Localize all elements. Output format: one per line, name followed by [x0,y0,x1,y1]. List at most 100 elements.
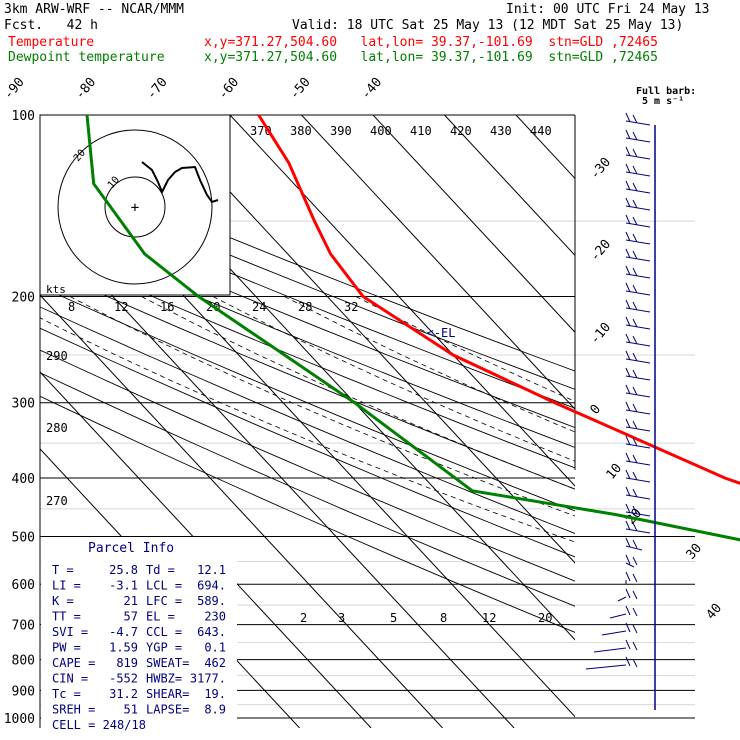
wind-barb-flag [625,452,631,463]
wind-barb-flag [632,420,638,430]
wind-barb-flag [632,369,638,379]
parcel-info-value: 819 [116,656,138,670]
wind-barb-flag [632,386,638,396]
model-title: 3km ARW-WRF -- NCAR/MMM [4,2,185,17]
parcel-info-key: SWEAT= [146,656,189,670]
wind-barb-flag [632,301,638,311]
dewpoint-line [85,114,740,542]
hodograph-scale-label: 28 [298,300,312,314]
parcel-info-value: 643. [197,625,226,639]
mixing-ratio-label: 12 [482,611,496,625]
parcel-info-value: 694. [197,579,226,593]
parcel-info-cell: CELL = 248/18 [52,718,146,732]
parcel-info-value: 25.8 [109,563,138,577]
parcel-info-value: 21 [124,594,138,608]
wind-barb-flag [632,471,638,481]
wind-barb-flag [632,505,638,515]
parcel-info-key: HWBZ= [146,672,182,686]
pressure-label: 400 [12,472,35,487]
wind-barb-flag [632,335,638,345]
wind-barb-flag [625,656,631,667]
parcel-info-value: 462 [204,656,226,670]
mixing-ratio-label: 8 [440,611,447,625]
wind-barb-flag [625,469,631,480]
wind-barb-flag [625,112,631,123]
parcel-info-value: -4.7 [109,625,138,639]
moist-adiabat-line [40,317,575,543]
parcel-info-key: K = [52,594,74,608]
pressure-label: 200 [12,291,35,306]
mixing-ratio-label: 20 [538,611,552,625]
wind-barb-flag [632,454,638,464]
wind-barb [601,630,627,636]
wind-barb-flag [625,401,631,412]
wind-barb-flag [632,352,638,362]
hodograph-ring-inner [104,176,166,238]
init-time: Init: 00 UTC Fri 24 May 13 [506,2,710,17]
parcel-info-value: 1.59 [109,641,138,655]
wind-barb-flag [625,197,631,208]
dry-adiabat-line [40,246,575,469]
isotherm-line [158,115,575,564]
isotherm-label: 30 [684,541,706,563]
wind-barb-flag [625,299,631,310]
isotherm-label: -40 [359,75,386,103]
isotherm-label: -30 [588,155,615,183]
parcel-info-key: LCL = [146,579,182,593]
theta-label: 440 [530,124,552,138]
theta-label: 390 [330,124,352,138]
parcel-info-key: CIN = [52,672,88,686]
wind-barb-flag [632,165,638,175]
isotherm-label: -90 [1,75,28,103]
parcel-info-key: CCL = [146,625,182,639]
wind-barb-flag [625,129,631,140]
parcel-info-key: CAPE = [52,656,95,670]
wind-barb-flag [625,231,631,242]
parcel-info-key: EL = [146,610,175,624]
wind-barb-flag [632,573,638,583]
parcel-info-value: 31.2 [109,687,138,701]
wind-barb-flag [632,148,638,158]
wind-barb [625,545,643,551]
parcel-info-value: 230 [204,610,226,624]
isotherm-label: -80 [73,75,100,103]
isotherm-line [659,115,740,728]
hodograph-scale-label: 16 [160,300,174,314]
parcel-info-key: PW = [52,641,81,655]
parcel-info-value: 51 [124,703,138,717]
wind-barb-flag [625,537,631,548]
wind-barb-flag [632,216,638,226]
theta-label: 400 [370,124,392,138]
dry-adiabat-line [40,174,575,390]
wind-barb-flag [632,403,638,413]
moist-adiabat-line [212,296,575,462]
isotherm-line [372,115,575,333]
wind-barb-flag [632,131,638,141]
hodograph-box [39,114,231,296]
parcel-info-key: T = [52,563,74,577]
wind-barb-flag [632,284,638,294]
dry-adiabat-line [40,209,575,429]
hodograph-trace [141,161,219,204]
wind-barb-flag [632,250,638,260]
dry-adiabat-line [40,327,575,558]
parcel-info-value: 589. [197,594,226,608]
isotherm-line [40,371,372,728]
wind-barb-flag [625,316,631,327]
wind-barb [609,613,627,619]
parcel-info-key: YGP = [146,641,182,655]
wind-barb-flag [632,624,638,634]
parcel-info-value: -3.1 [109,579,138,593]
wind-barb-flag [632,658,638,668]
parcel-info-key: Tc = [52,687,81,701]
wind-barb-flag [632,114,638,124]
mixing-ratio-label: 5 [390,611,397,625]
dry-adiabat-line [40,372,575,607]
parcel-info-value: 12.1 [197,563,226,577]
parcel-info-value: 57 [124,610,138,624]
dry-adiabat-line [40,192,575,409]
wind-barb-flag [632,318,638,328]
wind-barb-flag [632,641,638,651]
theta-label: 410 [410,124,432,138]
